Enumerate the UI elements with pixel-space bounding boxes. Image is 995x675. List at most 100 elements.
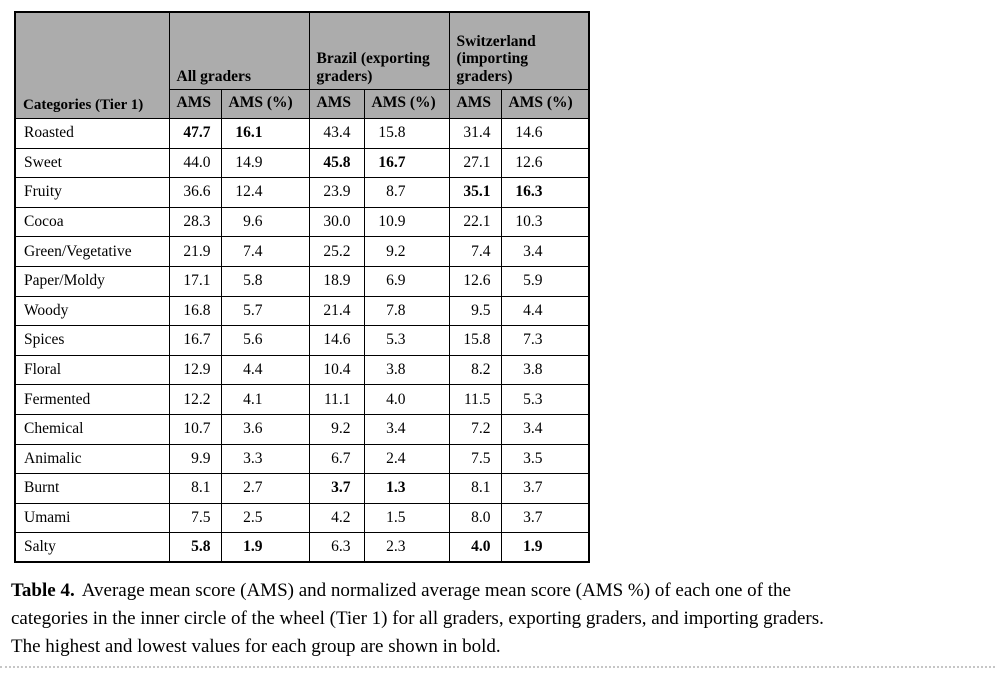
value: 8.2 [471, 361, 491, 379]
value: 7.4 [243, 242, 263, 260]
category-cell: Fruity [14, 177, 170, 208]
value: 6.3 [331, 538, 351, 556]
ams-table: Categories (Tier 1) All graders Brazil (… [14, 11, 591, 564]
value: 4.0 [471, 538, 491, 556]
category-cell: Green/Vegetative [14, 236, 170, 267]
value-cell: 8.1 [448, 473, 502, 504]
value-cell: 10.3 [500, 206, 590, 238]
group-header-brazil: Brazil (exporting graders) [308, 11, 450, 90]
value-cell: 22.1 [448, 206, 502, 238]
value-cell: 1.5 [363, 502, 450, 534]
value-cell: 10.4 [308, 354, 365, 386]
category-cell: Paper/Moldy [14, 265, 170, 297]
value: 9.5 [471, 301, 491, 319]
value: 3.4 [523, 420, 543, 438]
value-cell: 4.4 [500, 295, 590, 327]
value: 8.1 [471, 479, 491, 497]
value-cell: 6.9 [363, 265, 450, 297]
value: 16.3 [515, 183, 543, 201]
value-cell: 9.5 [448, 295, 502, 327]
value-cell: 16.7 [363, 147, 450, 179]
value: 5.3 [523, 390, 543, 408]
value-cell: 3.4 [500, 413, 590, 445]
value: 28.3 [183, 213, 211, 231]
value-cell: 5.7 [220, 295, 310, 327]
table-wrap: Categories (Tier 1) All graders Brazil (… [14, 11, 591, 564]
value: 4.4 [523, 301, 543, 319]
value: 16.1 [235, 124, 263, 142]
value: 2.7 [243, 479, 263, 497]
value-cell: 7.3 [500, 325, 590, 356]
table-row: Umami 7.5 2.5 4.2 1.5 8.0 3.7 [14, 502, 590, 534]
table-row: Animalic 9.9 3.3 6.7 2.4 7.5 3.5 [14, 443, 590, 475]
value-cell: 14.9 [220, 147, 310, 179]
table-row: Fruity 36.6 12.4 23.9 8.7 35.1 16.3 [14, 177, 590, 208]
value: 3.5 [523, 449, 543, 467]
value-cell: 3.7 [500, 473, 590, 504]
value: 31.4 [463, 124, 491, 142]
table-row: Paper/Moldy 17.1 5.8 18.9 6.9 12.6 5.9 [14, 265, 590, 297]
value-cell: 16.3 [500, 177, 590, 208]
value-cell: 23.9 [308, 177, 365, 208]
value: 3.7 [523, 479, 543, 497]
value: 1.3 [386, 479, 406, 497]
value: 15.8 [463, 331, 491, 349]
value: 2.3 [386, 538, 406, 556]
value-cell: 2.4 [363, 443, 450, 475]
value: 6.7 [331, 449, 351, 467]
value: 3.3 [243, 449, 263, 467]
value-cell: 12.9 [168, 354, 222, 386]
value-cell: 10.9 [363, 206, 450, 238]
value: 7.4 [471, 242, 491, 260]
category-cell: Sweet [14, 147, 170, 179]
value-cell: 36.6 [168, 177, 222, 208]
value-cell: 3.8 [363, 354, 450, 386]
value: 7.5 [471, 449, 491, 467]
value-cell: 12.2 [168, 384, 222, 415]
table-body: Roasted 47.7 16.1 43.4 15.8 31.4 14.6 Sweet 44.0… [14, 118, 590, 563]
value: 14.6 [515, 124, 543, 142]
value: 8.1 [191, 479, 211, 497]
caption-text-line-3: The highest and lowest values for each g… [11, 636, 501, 657]
value-cell: 9.2 [363, 236, 450, 267]
value-cell: 12.4 [220, 177, 310, 208]
category-cell: Floral [14, 354, 170, 386]
value-cell: 47.7 [168, 118, 222, 149]
value-cell: 45.8 [308, 147, 365, 179]
value: 16.7 [183, 331, 211, 349]
value: 10.7 [183, 420, 211, 438]
value: 22.1 [463, 213, 491, 231]
value: 10.9 [378, 213, 406, 231]
value: 36.6 [183, 183, 211, 201]
caption-line: The highest and lowest values for each g… [11, 633, 987, 661]
value: 9.2 [386, 242, 406, 260]
value: 45.8 [323, 153, 351, 171]
value-cell: 28.3 [168, 206, 222, 238]
value-cell: 7.5 [448, 443, 502, 475]
value-cell: 25.2 [308, 236, 365, 267]
sub-header-amspct-brazil: AMS (%) [363, 89, 450, 119]
value-cell: 5.8 [220, 265, 310, 297]
value-cell: 9.9 [168, 443, 222, 475]
value: 44.0 [183, 153, 211, 171]
value: 35.1 [463, 183, 491, 201]
value: 12.6 [463, 272, 491, 290]
value-cell: 11.1 [308, 384, 365, 415]
value-cell: 43.4 [308, 118, 365, 149]
value-cell: 3.8 [500, 354, 590, 386]
value-cell: 10.7 [168, 413, 222, 445]
caption-text-line-2: categories in the inner circle of the wh… [11, 608, 824, 629]
category-cell: Roasted [14, 118, 170, 149]
value: 14.6 [323, 331, 351, 349]
caption-text-line-1: Average mean score (AMS) and normalized … [81, 580, 791, 601]
value-cell: 8.7 [363, 177, 450, 208]
value: 5.3 [386, 331, 406, 349]
value: 4.0 [386, 390, 406, 408]
value: 5.7 [243, 301, 263, 319]
value-cell: 1.9 [500, 532, 590, 563]
category-cell: Salty [14, 532, 170, 563]
value-cell: 18.9 [308, 265, 365, 297]
value: 5.8 [191, 538, 211, 556]
value: 5.9 [523, 272, 543, 290]
value-cell: 8.2 [448, 354, 502, 386]
